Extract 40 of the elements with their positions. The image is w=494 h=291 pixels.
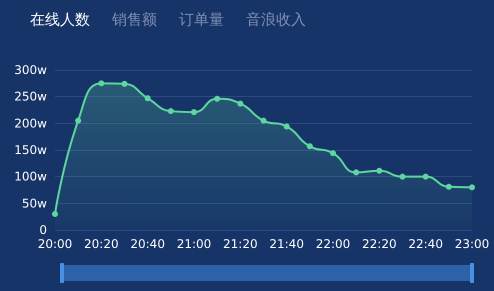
chart-title: 在线人数 (30, 10, 90, 28)
y-tick-label: 100w (14, 170, 48, 184)
point (469, 184, 475, 190)
text: 音浪收入 (246, 10, 306, 28)
point (191, 109, 197, 116)
y-tick-label: 250w (14, 90, 48, 104)
x-tick-label: 22:20 (362, 237, 397, 251)
point (122, 80, 128, 87)
point (400, 174, 406, 180)
x-tick-label: 23:00 (454, 237, 490, 251)
point (306, 143, 313, 150)
x-tick-label: 21:20 (223, 237, 258, 251)
y-tick-label: 150w (14, 143, 48, 157)
point (75, 118, 82, 124)
y-tick-label: 200w (14, 116, 48, 130)
point (446, 184, 452, 190)
point (422, 174, 429, 180)
point (330, 150, 336, 156)
text: 订单量 (179, 10, 224, 28)
point (284, 124, 290, 130)
point (237, 100, 244, 107)
point (353, 169, 360, 176)
point (214, 96, 220, 102)
x-tick-label: 21:40 (269, 237, 304, 251)
x-tick-label: 20:00 (38, 237, 72, 251)
point (376, 168, 382, 174)
point (260, 118, 266, 124)
x-tick-label: 22:00 (316, 237, 350, 251)
y-tick-label: 300w (14, 63, 48, 77)
x-tick-label: 21:00 (176, 237, 212, 251)
text: 销售额 (111, 10, 157, 28)
point (98, 80, 104, 86)
y-tick-label: 50w (22, 196, 48, 210)
y-tick-label: 0 (39, 223, 47, 237)
x-tick-label: 20:20 (84, 237, 119, 251)
point (52, 211, 58, 217)
x-tick-label: 22:40 (408, 237, 443, 251)
point (144, 95, 151, 102)
x-tick-label: 20:40 (130, 237, 165, 251)
point (168, 108, 174, 114)
